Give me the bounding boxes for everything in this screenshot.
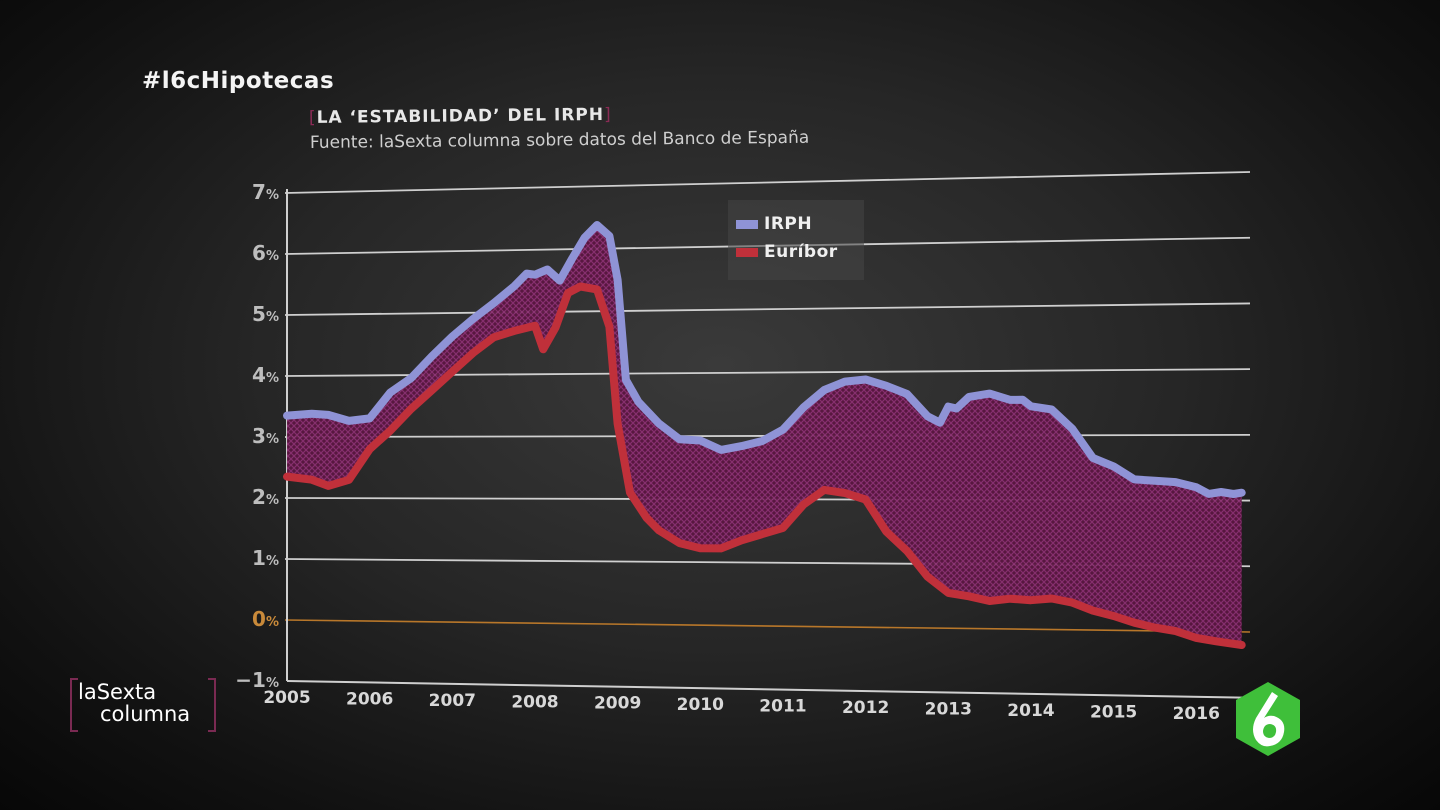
series-line-euribor: [283, 282, 1246, 649]
x-tick-label: 2008: [511, 692, 558, 712]
x-tick-label: 2016: [1173, 704, 1220, 724]
y-tick-labels: −1% 0% 1% 2% 3% 4% 5% 6% 7%: [235, 180, 279, 692]
channel-six-logo-icon: [1236, 682, 1300, 756]
x-tick-labels: 2005 2006 2007 2008 2009 2010 2011 2012 2013 2014…: [263, 688, 1220, 724]
y-tick-label: 6%: [252, 241, 279, 265]
gridline: [284, 302, 1251, 316]
x-tick-label: 2011: [759, 697, 806, 717]
x-tick-label: 2013: [925, 699, 972, 719]
y-tick-label: 5%: [252, 302, 279, 326]
legend-item-euribor: Euríbor: [736, 242, 838, 262]
x-tick-label: 2009: [594, 694, 641, 714]
y-tick-label: −1%: [235, 668, 279, 692]
legend-swatch-irph-icon: [736, 219, 758, 229]
legend-label-irph: IRPH: [764, 214, 813, 234]
gridline: [284, 171, 1251, 194]
legend-item-irph: IRPH: [736, 214, 812, 234]
legend-swatch-euribor-icon: [736, 247, 758, 257]
logo-bracket-left-icon: [70, 678, 78, 732]
x-tick-label: 2007: [429, 691, 476, 711]
y-tick-label: 7%: [252, 180, 279, 204]
gridline: [284, 619, 1251, 633]
y-tick-label: 1%: [252, 546, 279, 570]
x-tick-label: 2012: [842, 698, 889, 718]
x-tick-label: 2010: [677, 695, 724, 715]
program-logo: laSexta columna: [70, 678, 216, 732]
y-tick-label: 0%: [252, 607, 279, 631]
legend-label-euribor: Euríbor: [764, 242, 838, 262]
logo-bracket-right-icon: [208, 678, 216, 732]
x-tick-label: 2005: [263, 688, 310, 708]
y-tick-label: 4%: [252, 363, 279, 387]
x-tick-label: 2014: [1007, 701, 1054, 721]
program-logo-line2: columna: [100, 702, 191, 726]
x-tick-label: 2006: [346, 689, 393, 709]
x-tick-label: 2015: [1090, 702, 1137, 722]
program-logo-line1: laSexta: [78, 680, 157, 704]
legend: IRPH Euríbor: [728, 200, 864, 280]
y-tick-label: 2%: [252, 485, 279, 509]
series-line-irph: [283, 221, 1246, 498]
y-tick-label: 3%: [252, 424, 279, 448]
x-axis: [286, 680, 1251, 699]
spread-area: [287, 225, 1242, 645]
hashtag: #l6cHipotecas: [142, 68, 335, 94]
